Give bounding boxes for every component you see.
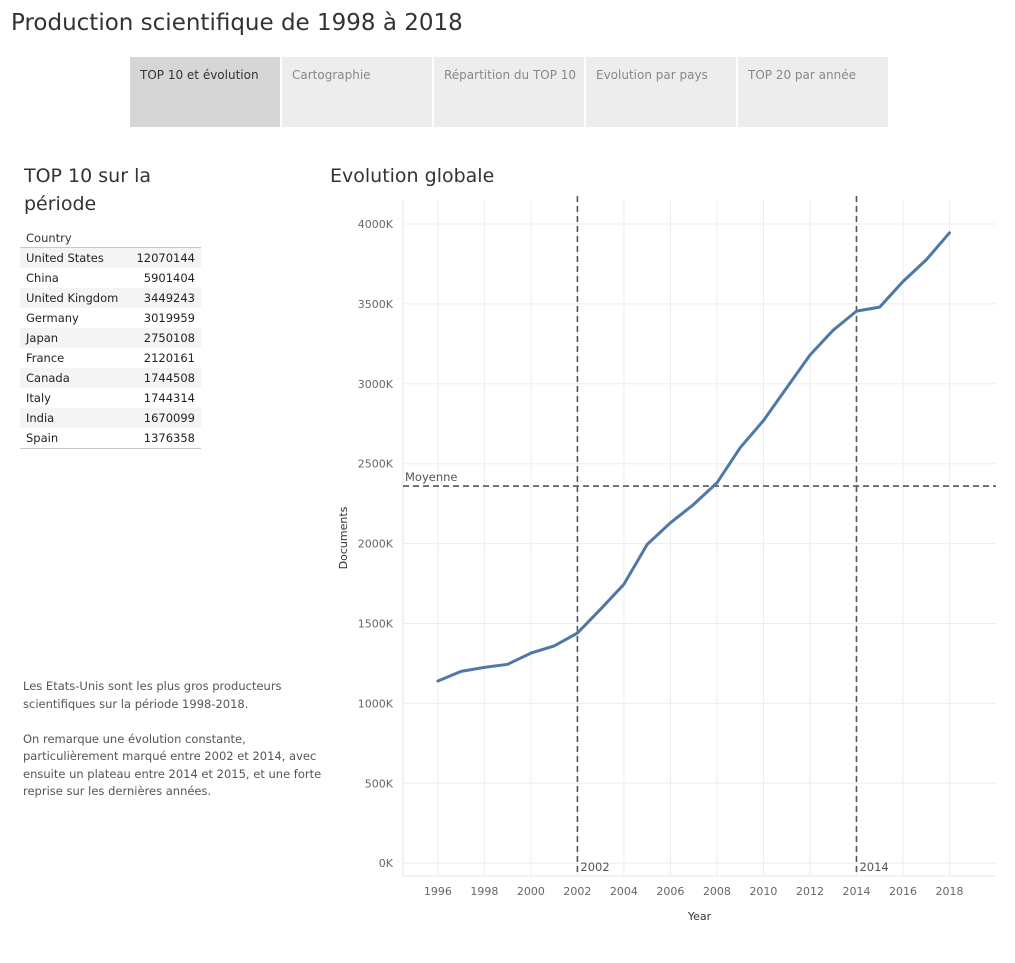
table-row[interactable]: France 2120161 — [20, 348, 201, 368]
data-point[interactable] — [807, 352, 813, 358]
country-cell: Canada — [20, 368, 128, 388]
country-cell: Japan — [20, 328, 128, 348]
data-point[interactable] — [923, 257, 929, 263]
x-axis-title: Year — [687, 910, 712, 923]
description-paragraph-1: Les Etats-Unis sont les plus gros produc… — [23, 679, 282, 711]
y-tick-label: 2500K — [358, 458, 394, 471]
value-cell: 1744508 — [127, 368, 201, 388]
data-point[interactable] — [784, 385, 790, 391]
value-cell: 12070144 — [127, 247, 201, 268]
data-point[interactable] — [621, 581, 627, 587]
data-point[interactable] — [644, 541, 650, 547]
table-header-row: Country — [20, 229, 201, 248]
documents-series-line[interactable] — [436, 231, 951, 683]
data-point[interactable] — [853, 308, 859, 314]
x-tick-label: 2000 — [517, 885, 545, 898]
data-point[interactable] — [458, 668, 464, 674]
table-row[interactable]: Japan 2750108 — [20, 328, 201, 348]
column-header-country[interactable]: Country — [20, 229, 128, 248]
value-cell: 5901404 — [143, 271, 195, 285]
data-point[interactable] — [598, 606, 604, 612]
y-tick-label: 3500K — [358, 298, 394, 311]
data-point[interactable] — [900, 279, 906, 285]
country-cell: United Kingdom — [20, 288, 128, 308]
page-title: Production scientifique de 1998 à 2018 — [11, 10, 463, 36]
data-point[interactable] — [505, 661, 511, 667]
column-header-value — [127, 229, 201, 248]
table-row[interactable]: Germany 3019959 — [20, 308, 201, 328]
y-axis-title: Documents — [337, 506, 350, 569]
description-paragraph-2: On remarque une évolution constante, par… — [23, 731, 322, 799]
tab-evolution-par-pays[interactable]: Evolution par pays — [586, 57, 736, 127]
x-tick-label: 2018 — [935, 885, 963, 898]
value-cell: 2750108 — [127, 328, 201, 348]
data-point[interactable] — [528, 650, 534, 656]
y-tick-label: 3000K — [358, 378, 394, 391]
y-tick-label: 4000K — [358, 218, 394, 231]
x-tick-label: 1996 — [424, 885, 452, 898]
reference-label-2002: 2002 — [580, 860, 609, 874]
table-row[interactable]: Spain 1376358 — [20, 428, 201, 449]
table-row[interactable]: China 5901404 — [20, 268, 201, 288]
country-cell: France — [26, 351, 65, 365]
country-cell: United States — [20, 247, 128, 268]
value-cell: 1670099 — [127, 408, 201, 428]
table-row[interactable]: Canada 1744508 — [20, 368, 201, 388]
data-point[interactable] — [435, 678, 441, 684]
table-row[interactable]: Italy 1744314 — [20, 388, 201, 408]
data-point[interactable] — [877, 304, 883, 310]
data-point[interactable] — [574, 630, 580, 636]
y-tick-label: 0K — [379, 857, 394, 870]
value-cell: 2120161 — [143, 351, 195, 365]
tab-cartographie[interactable]: Cartographie — [282, 57, 432, 127]
data-point[interactable] — [714, 480, 720, 486]
reference-label-2014: 2014 — [859, 860, 888, 874]
data-point[interactable] — [830, 327, 836, 333]
y-tick-label: 1000K — [358, 697, 394, 710]
x-tick-label: 2004 — [610, 885, 638, 898]
data-point[interactable] — [481, 664, 487, 670]
value-cell: 1376358 — [127, 428, 201, 449]
y-tick-label: 500K — [365, 777, 394, 790]
dashboard-tabs: TOP 10 et évolution Cartographie Réparti… — [130, 57, 888, 127]
evolution-line-chart: 0K 500K 1000K 1500K 2000K 2500K 3000K 3500K 4000… — [337, 196, 996, 923]
country-cell: India — [20, 408, 128, 428]
country-cell: Germany — [26, 311, 79, 325]
data-point[interactable] — [691, 501, 697, 507]
table-row[interactable]: India 1670099 — [20, 408, 201, 428]
tab-repartition-top10[interactable]: Répartition du TOP 10 — [434, 57, 584, 127]
chart-title: Evolution globale — [330, 165, 495, 187]
x-tick-label: 1998 — [470, 885, 498, 898]
x-tick-label: 2010 — [749, 885, 777, 898]
x-tick-label: 2008 — [703, 885, 731, 898]
table-row[interactable]: United States 12070144 — [20, 247, 201, 268]
x-tick-label: 2012 — [796, 885, 824, 898]
x-tick-label: 2006 — [656, 885, 684, 898]
country-cell: China — [26, 271, 59, 285]
top10-table: Country United States 12070144 China 59014… — [20, 229, 201, 449]
data-point[interactable] — [737, 445, 743, 451]
data-point[interactable] — [946, 230, 952, 236]
data-point[interactable] — [667, 520, 673, 526]
reference-label-average: Moyenne — [405, 470, 458, 484]
tab-top20-par-annee[interactable]: TOP 20 par année — [738, 57, 888, 127]
country-cell: Italy — [26, 391, 51, 405]
y-tick-label: 2000K — [358, 538, 394, 551]
value-cell: 1744314 — [143, 391, 195, 405]
value-cell: 3019959 — [143, 311, 195, 325]
y-tick-label: 1500K — [358, 617, 394, 630]
x-tick-label: 2002 — [563, 885, 591, 898]
data-point[interactable] — [760, 418, 766, 424]
description-text: Les Etats-Unis sont les plus gros produc… — [23, 678, 323, 818]
top10-title: TOP 10 sur la période — [24, 165, 151, 215]
tab-top10-evolution[interactable]: TOP 10 et évolution — [130, 57, 280, 127]
x-tick-label: 2014 — [842, 885, 870, 898]
value-cell: 3449243 — [127, 288, 201, 308]
country-cell: Spain — [20, 428, 128, 449]
data-point[interactable] — [551, 643, 557, 649]
x-tick-label: 2016 — [889, 885, 917, 898]
table-row[interactable]: United Kingdom 3449243 — [20, 288, 201, 308]
